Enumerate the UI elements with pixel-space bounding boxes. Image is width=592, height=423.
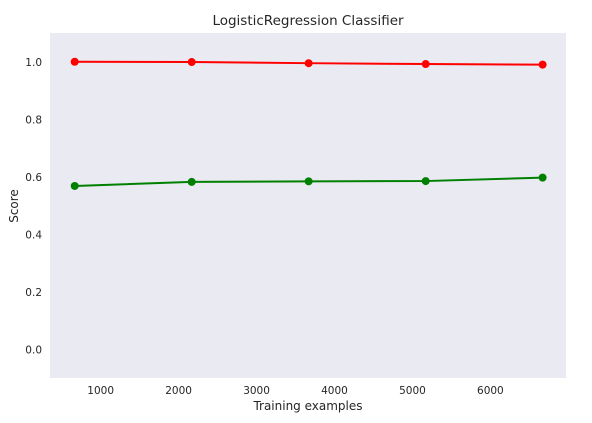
chart-title: LogisticRegression Classifier xyxy=(212,13,404,29)
x-tick-label: 4000 xyxy=(321,385,348,397)
data-point xyxy=(70,181,79,190)
x-tick-label: 3000 xyxy=(243,385,270,397)
data-point xyxy=(421,177,430,186)
data-point xyxy=(304,177,313,186)
y-tick-label: 0.6 xyxy=(25,172,42,184)
x-tick-label: 6000 xyxy=(477,385,504,397)
data-point xyxy=(187,58,196,67)
x-axis-label: Training examples xyxy=(252,399,362,413)
plot-area xyxy=(50,33,566,378)
series-layer xyxy=(70,57,547,190)
y-tick-label: 1.0 xyxy=(25,57,42,69)
x-tick-label: 2000 xyxy=(165,385,192,397)
data-point xyxy=(538,60,547,69)
y-tick-label: 0.8 xyxy=(25,114,42,126)
data-point xyxy=(70,57,79,66)
x-tick-label: 1000 xyxy=(87,385,114,397)
y-tick-label: 0.4 xyxy=(25,229,42,241)
data-point xyxy=(187,177,196,186)
y-tick-label: 0.2 xyxy=(25,287,42,299)
x-tick-label: 5000 xyxy=(399,385,426,397)
data-point xyxy=(421,60,430,69)
x-axis-ticks: 1000 2000 3000 4000 5000 6000 xyxy=(87,385,503,397)
y-tick-label: 0.0 xyxy=(25,344,42,356)
series-2 xyxy=(70,173,547,190)
y-axis-ticks: 0.0 0.2 0.4 0.6 0.8 1.0 xyxy=(25,57,42,357)
data-point xyxy=(538,173,547,182)
y-axis-label: Score xyxy=(7,189,21,223)
series-1 xyxy=(70,57,547,69)
data-point xyxy=(304,59,313,68)
